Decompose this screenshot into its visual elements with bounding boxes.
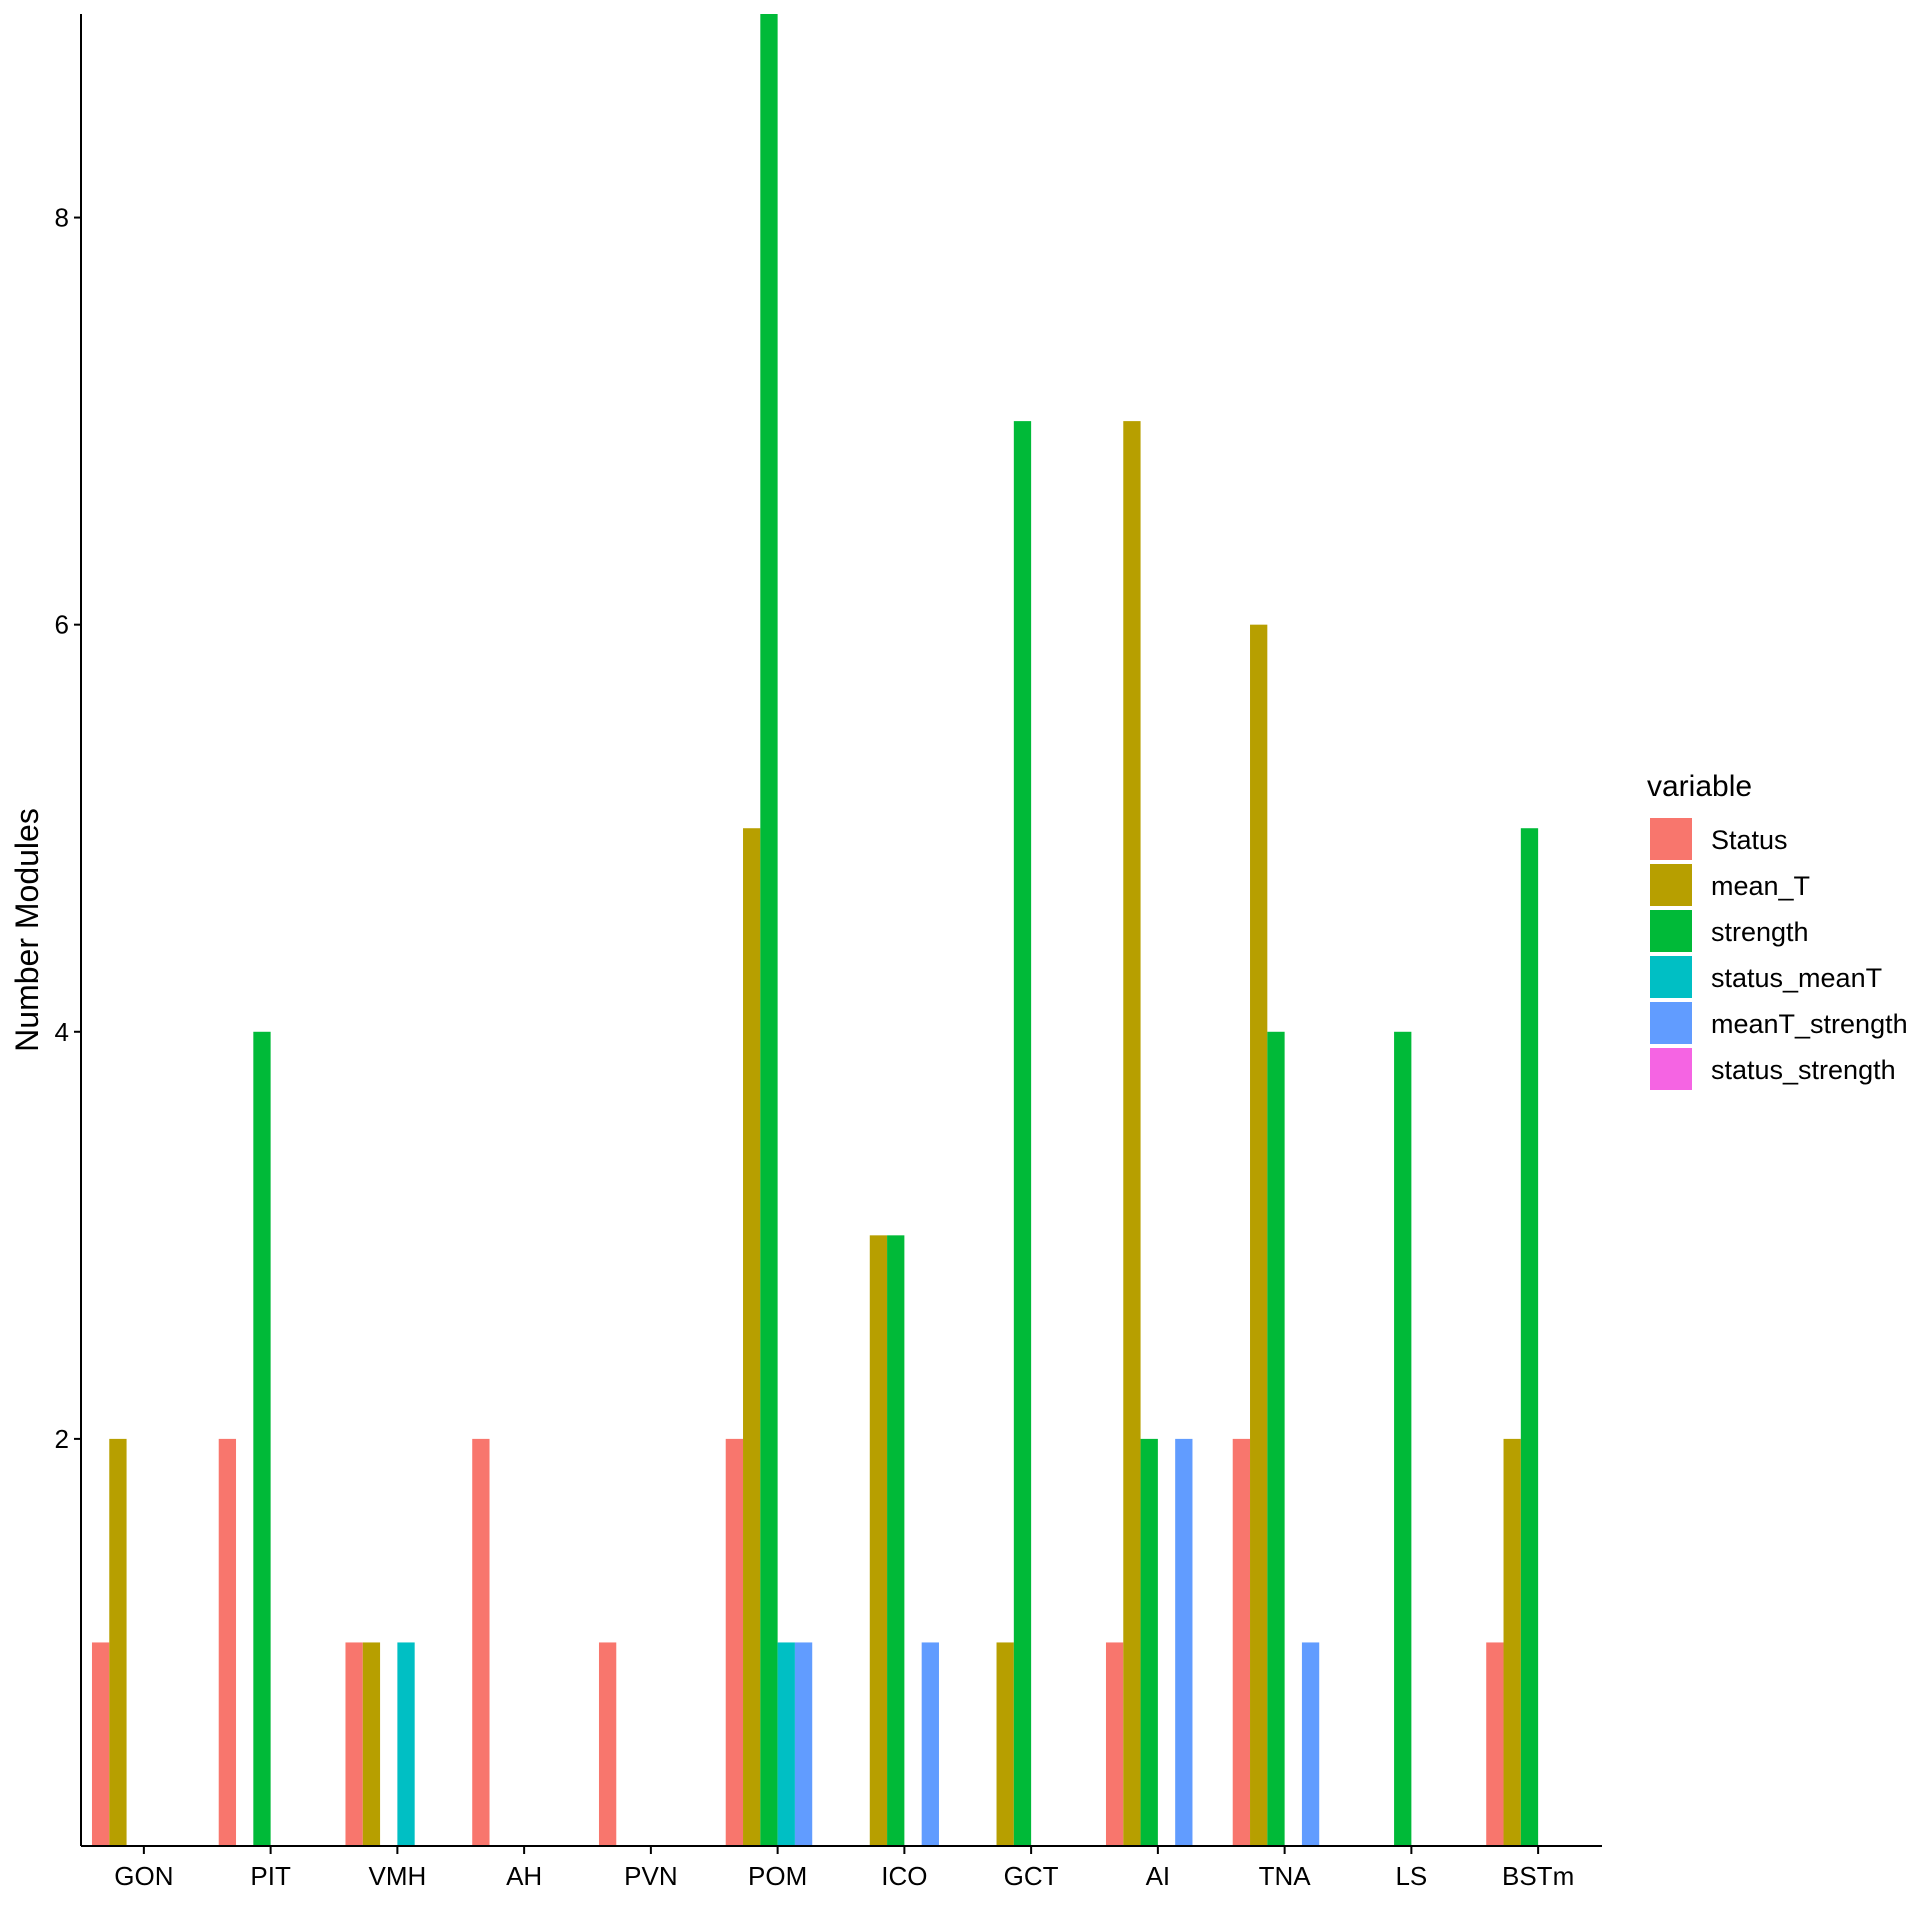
x-tick-label: AI	[1146, 1861, 1171, 1891]
legend: variable Status mean_T strength status_mean…	[1647, 770, 1908, 1090]
legend-swatch-meant-strength	[1650, 1002, 1692, 1044]
bar-ico-meant-strength	[921, 1642, 939, 1846]
bar-bstm-mean-t	[1503, 1438, 1521, 1846]
bar-gon-mean-t	[109, 1438, 127, 1846]
legend-label: status_strength	[1711, 1055, 1896, 1085]
bar-ls-strength	[1394, 1031, 1412, 1846]
y-tick-label: 8	[55, 203, 69, 233]
bar-tna-meant-strength	[1301, 1642, 1320, 1846]
bar-pvn-status	[598, 1642, 617, 1846]
bar-pit-status	[218, 1438, 237, 1846]
bar-pom-meant-strength	[794, 1642, 813, 1846]
x-tick-label: AH	[506, 1861, 542, 1891]
bar-ico-mean-t	[869, 1235, 888, 1846]
x-tick-label: LS	[1395, 1861, 1427, 1891]
bar-tna-strength	[1267, 1031, 1285, 1846]
legend-swatch-strength	[1650, 910, 1692, 952]
legend-swatch-status	[1650, 818, 1692, 860]
x-tick-label: PVN	[624, 1861, 677, 1891]
legend-swatch-status-strength	[1650, 1048, 1692, 1090]
y-axis-title: Number Modules	[9, 808, 45, 1052]
bar-pom-status	[725, 1438, 744, 1846]
bar-pom-mean-t	[743, 828, 761, 1846]
legend-label: Status	[1711, 825, 1788, 855]
legend-label: meanT_strength	[1711, 1009, 1908, 1039]
x-ticks: GON PIT VMH AH PVN POM ICO GCT AI TNA LS BSTm	[114, 1846, 1574, 1891]
y-tick-label: 6	[55, 610, 69, 640]
bar-bstm-status	[1486, 1642, 1504, 1846]
bar-vmh-status-meant	[397, 1642, 415, 1846]
y-tick-label: 2	[55, 1424, 69, 1454]
bar-pit-strength	[253, 1031, 271, 1846]
legend-label: status_meanT	[1711, 963, 1882, 993]
bar-ai-strength	[1140, 1438, 1158, 1846]
axes-layer	[80, 14, 1602, 1847]
bar-vmh-mean-t	[362, 1642, 381, 1846]
bar-pom-status-meant	[777, 1642, 795, 1846]
bar-ai-status	[1105, 1642, 1124, 1846]
legend-label: mean_T	[1711, 871, 1810, 901]
x-tick-label: GCT	[1004, 1861, 1059, 1891]
bar-tna-mean-t	[1250, 624, 1268, 1846]
x-tick-label: ICO	[881, 1861, 927, 1891]
x-tick-label: TNA	[1259, 1861, 1312, 1891]
bar-tna-status	[1232, 1438, 1251, 1846]
bar-vmh-status	[345, 1642, 363, 1846]
x-tick-label: GON	[114, 1861, 173, 1891]
bar-ico-strength	[887, 1235, 905, 1846]
bars-layer	[91, 14, 1539, 1847]
bar-bstm-strength	[1520, 828, 1539, 1846]
legend-items: Status mean_T strength status_meanT meanT_st…	[1650, 818, 1908, 1090]
y-tick-label: 4	[55, 1017, 69, 1047]
x-tick-label: BSTm	[1502, 1861, 1574, 1891]
legend-swatch-mean-t	[1650, 864, 1692, 906]
bar-gct-mean-t	[996, 1642, 1014, 1846]
x-tick-label: POM	[748, 1861, 807, 1891]
bar-ai-meant-strength	[1175, 1438, 1193, 1846]
bar-ai-mean-t	[1123, 421, 1141, 1847]
legend-title: variable	[1647, 770, 1752, 803]
bar-ah-status	[472, 1438, 490, 1846]
legend-label: strength	[1711, 917, 1809, 947]
bar-pom-strength	[760, 14, 778, 1846]
bar-gon-status	[91, 1642, 110, 1846]
x-tick-label: VMH	[368, 1861, 426, 1891]
legend-swatch-status-meant	[1650, 956, 1692, 998]
bar-gct-strength	[1013, 421, 1032, 1847]
x-tick-label: PIT	[250, 1861, 291, 1891]
y-ticks: 2 4 6 8	[55, 203, 81, 1454]
